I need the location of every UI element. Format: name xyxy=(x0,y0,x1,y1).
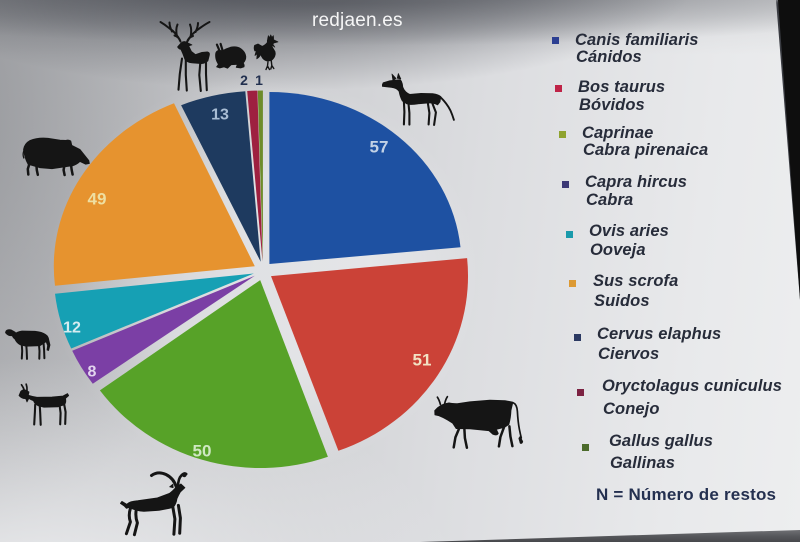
svg-text:51: 51 xyxy=(413,351,432,370)
svg-text:49: 49 xyxy=(88,190,107,209)
svg-text:2: 2 xyxy=(240,72,248,88)
svg-text:1: 1 xyxy=(255,72,263,88)
svg-text:50: 50 xyxy=(193,442,212,461)
svg-text:57: 57 xyxy=(370,138,389,157)
svg-text:12: 12 xyxy=(63,320,81,337)
svg-text:8: 8 xyxy=(88,364,97,381)
svg-text:13: 13 xyxy=(211,107,229,124)
